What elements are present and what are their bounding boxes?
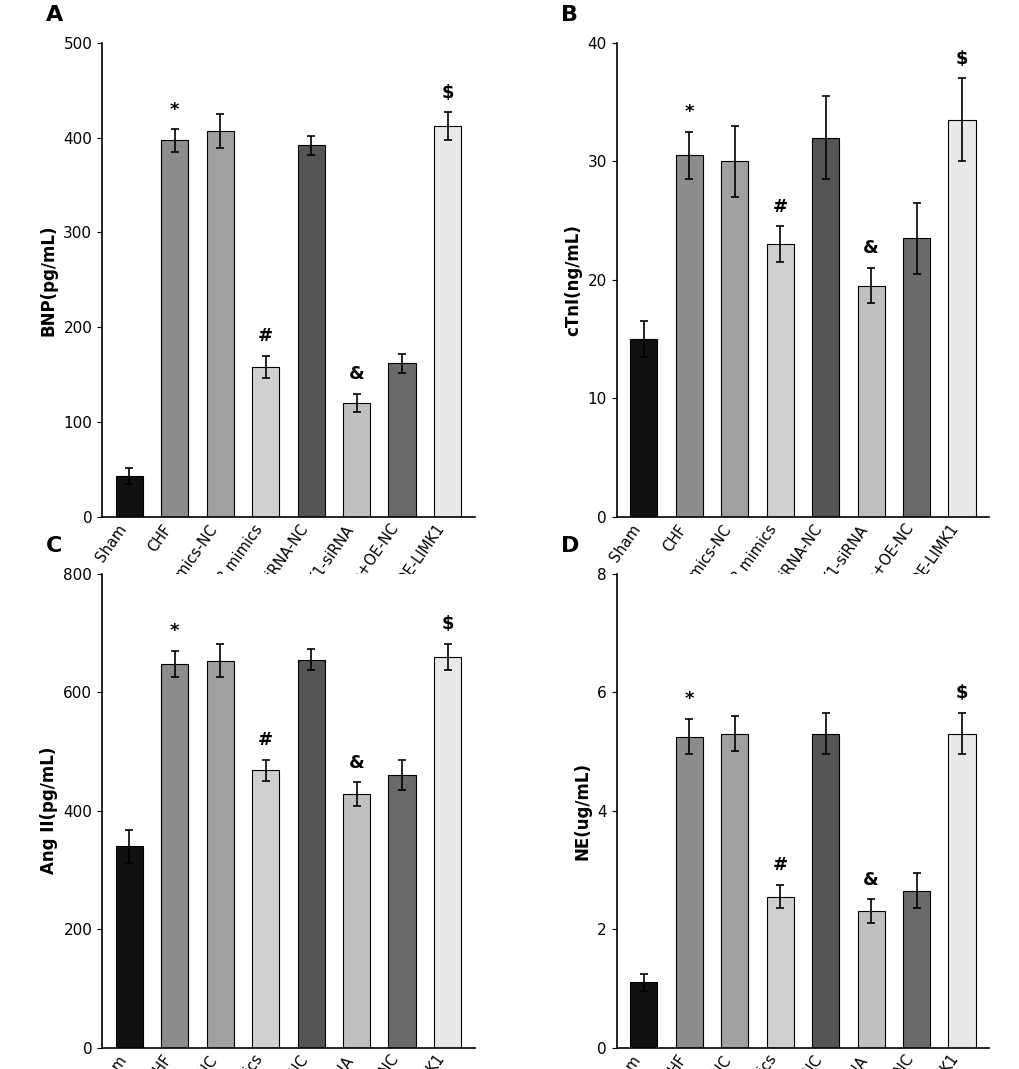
Text: $: $: [441, 83, 453, 102]
Bar: [388, 775, 416, 1048]
Bar: [342, 403, 370, 516]
Text: #: #: [772, 856, 787, 874]
Text: C: C: [46, 536, 62, 556]
Bar: [857, 285, 883, 516]
Y-axis label: cTnI(ng/mL): cTnI(ng/mL): [564, 223, 581, 336]
Bar: [115, 847, 143, 1048]
Bar: [388, 363, 416, 516]
Text: A: A: [46, 5, 63, 25]
Bar: [766, 244, 793, 516]
Bar: [298, 660, 324, 1048]
Text: $: $: [955, 50, 967, 68]
Bar: [433, 126, 461, 516]
Bar: [948, 733, 975, 1048]
Bar: [207, 130, 233, 516]
Text: B: B: [560, 5, 577, 25]
Bar: [811, 733, 839, 1048]
Text: *: *: [684, 691, 693, 709]
Bar: [720, 161, 748, 516]
Bar: [342, 794, 370, 1048]
Bar: [433, 656, 461, 1048]
Text: &: &: [862, 871, 878, 889]
Bar: [161, 140, 189, 516]
Text: &: &: [348, 754, 364, 772]
Bar: [161, 664, 189, 1048]
Text: *: *: [170, 100, 179, 119]
Text: *: *: [170, 622, 179, 640]
Bar: [857, 912, 883, 1048]
Bar: [115, 476, 143, 516]
Y-axis label: NE(ug/mL): NE(ug/mL): [573, 761, 591, 859]
Bar: [948, 120, 975, 516]
Bar: [675, 737, 702, 1048]
Text: *: *: [684, 104, 693, 121]
Text: $: $: [955, 684, 967, 702]
Bar: [766, 897, 793, 1048]
Bar: [675, 155, 702, 516]
Bar: [630, 982, 657, 1048]
Y-axis label: BNP(pg/mL): BNP(pg/mL): [40, 224, 58, 336]
Text: #: #: [258, 327, 273, 345]
Bar: [207, 661, 233, 1048]
Bar: [902, 890, 929, 1048]
Text: &: &: [862, 239, 878, 258]
Text: #: #: [772, 198, 787, 216]
Bar: [902, 238, 929, 516]
Bar: [720, 733, 748, 1048]
Bar: [811, 138, 839, 516]
Bar: [630, 339, 657, 516]
Y-axis label: Ang II(pg/mL): Ang II(pg/mL): [40, 747, 58, 874]
Text: &: &: [348, 366, 364, 383]
Text: $: $: [441, 615, 453, 633]
Bar: [252, 367, 279, 516]
Text: D: D: [560, 536, 579, 556]
Bar: [252, 771, 279, 1048]
Text: #: #: [258, 731, 273, 749]
Bar: [298, 145, 324, 516]
